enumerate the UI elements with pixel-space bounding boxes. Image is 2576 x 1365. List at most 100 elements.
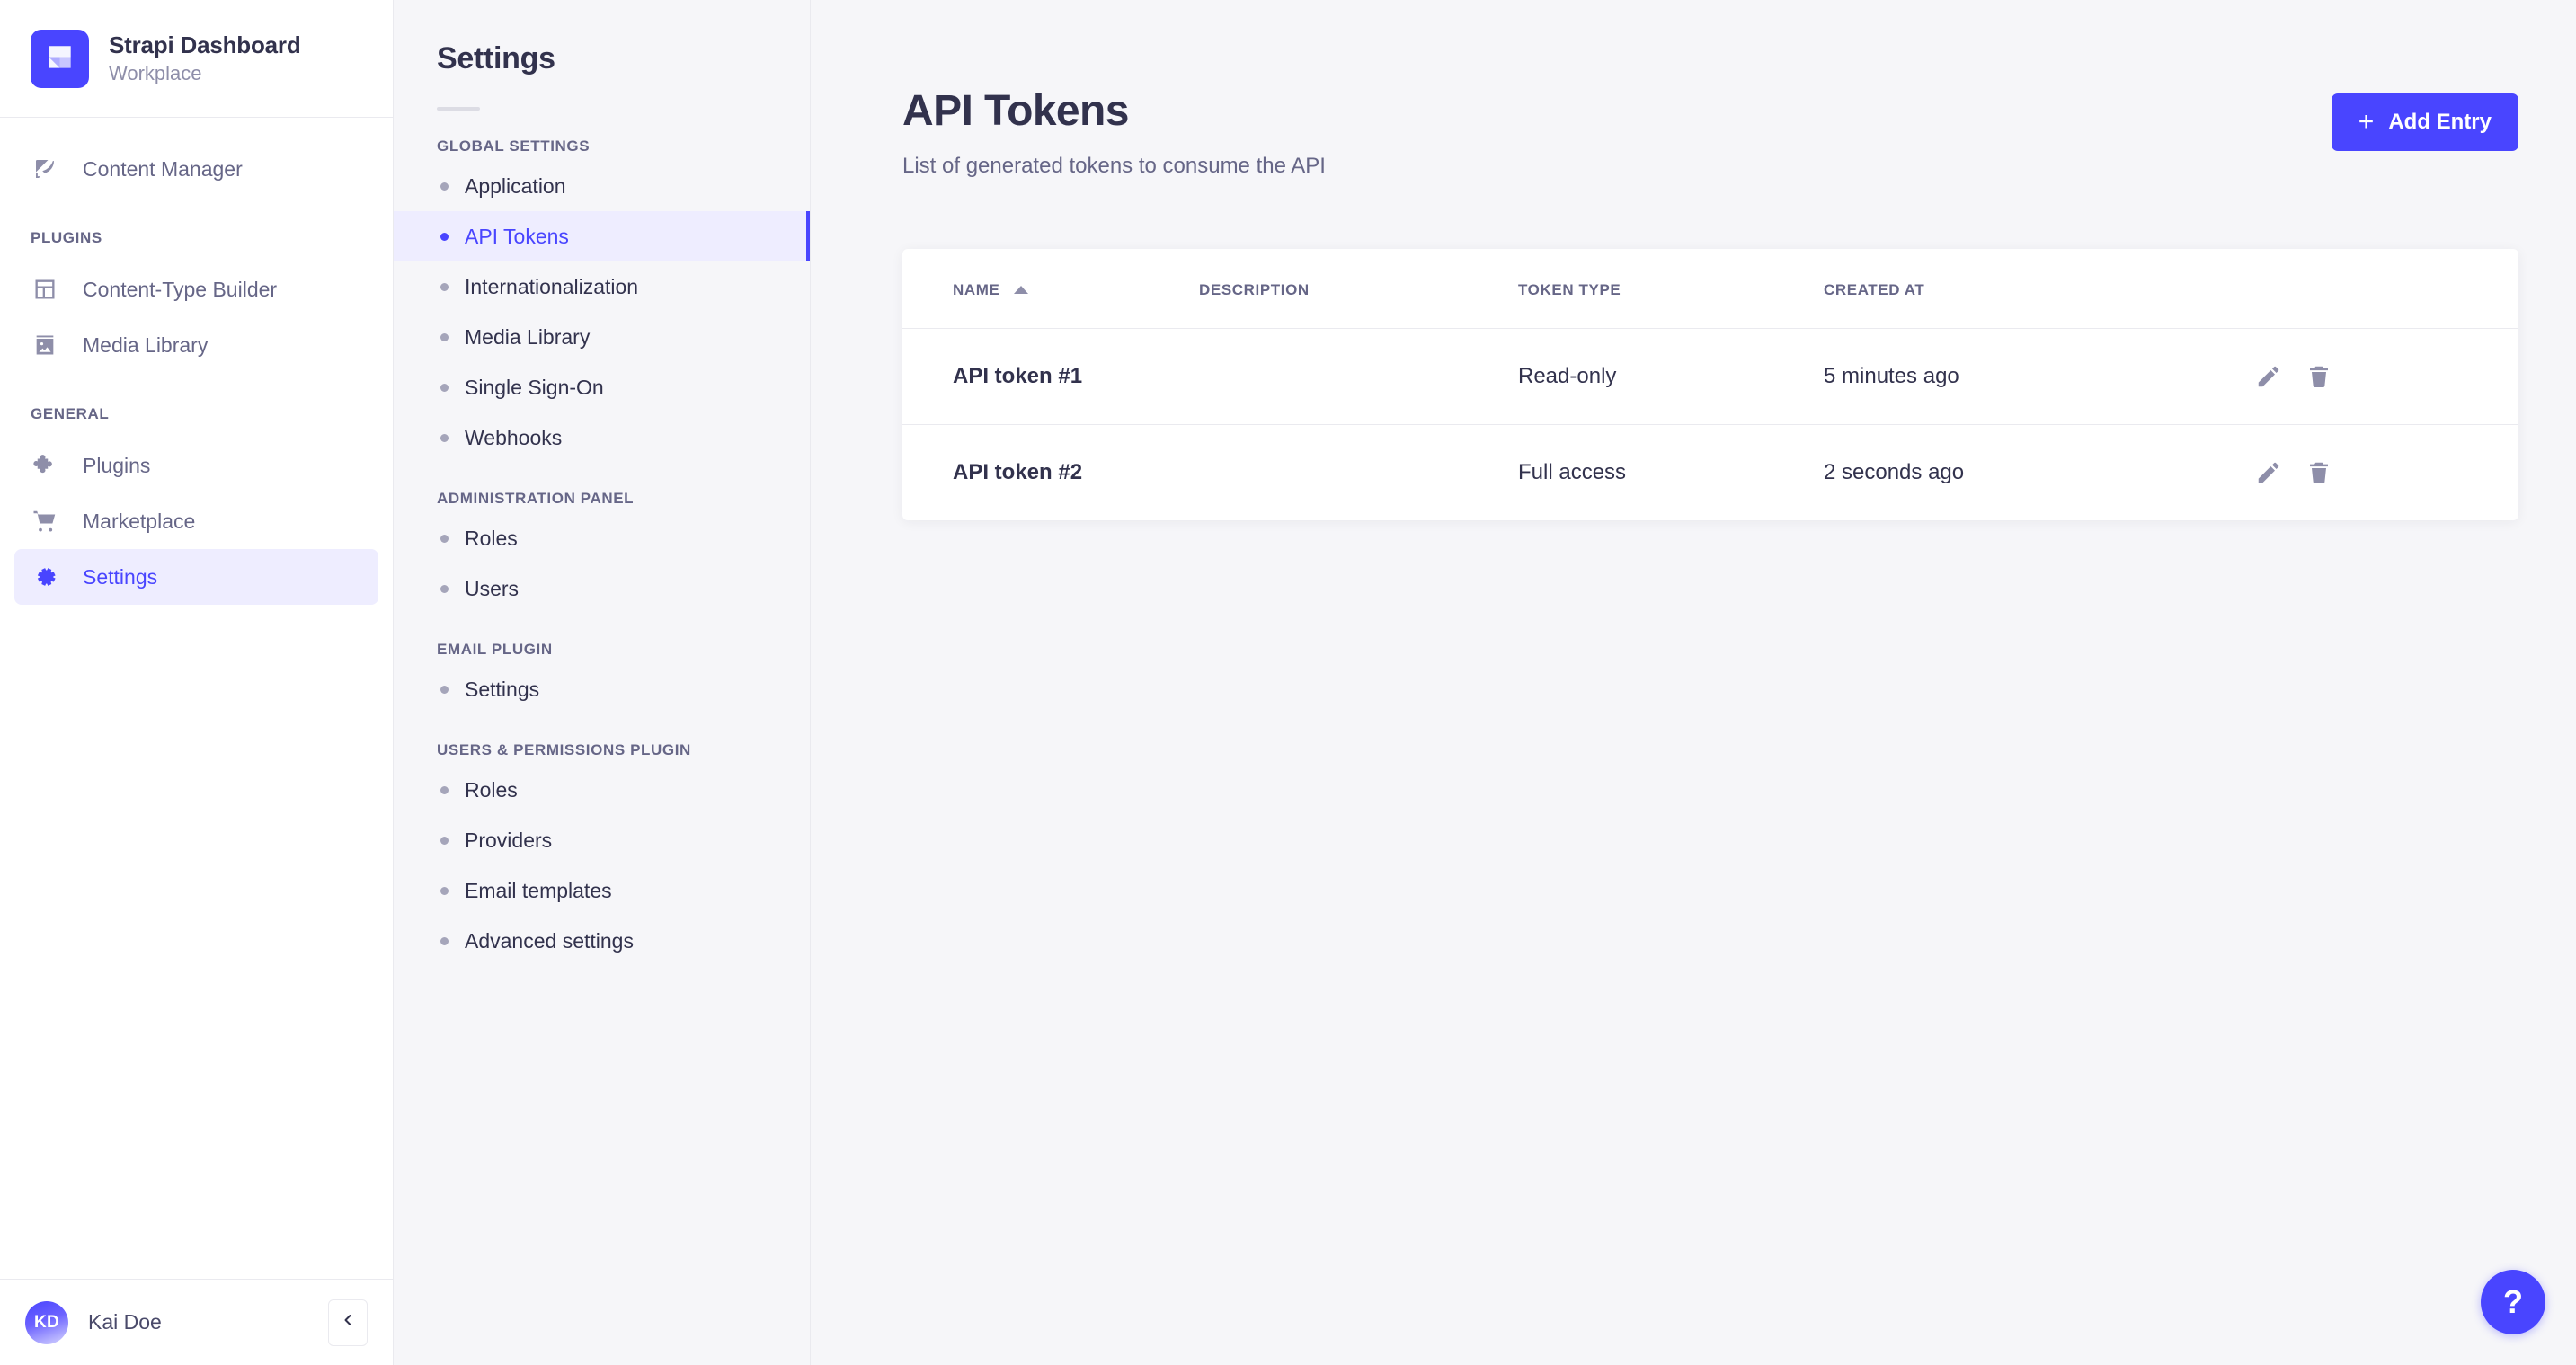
settings-header: Settings [394,0,810,111]
bullet-icon [440,584,449,593]
settings-link-label: Users [465,576,520,600]
question-mark-icon: ? [2503,1283,2523,1320]
settings-subnav: Settings GLOBAL SETTINGS Application API… [394,0,811,1365]
help-button[interactable]: ? [2481,1270,2545,1334]
settings-link-admin-users[interactable]: Users [394,563,810,614]
puzzle-icon [31,451,59,480]
settings-divider [437,107,480,111]
settings-link-api-tokens[interactable]: API Tokens [394,211,810,261]
settings-link-label: Advanced settings [465,928,634,953]
settings-group-title: ADMINISTRATION PANEL [437,490,635,507]
settings-link-webhooks[interactable]: Webhooks [394,412,810,463]
settings-link-single-sign-on[interactable]: Single Sign-On [394,362,810,412]
sidebar-item-content-manager[interactable]: Content Manager [14,141,378,197]
api-tokens-table-card: NAME DESCRIPTION TOKEN TYPE CREATED AT A… [902,248,2518,520]
settings-link-label: Application [465,173,566,198]
settings-link-label: API Tokens [465,224,569,248]
trash-icon[interactable] [2305,363,2332,390]
settings-group-administration: ADMINISTRATION PANEL Roles Users [394,490,810,614]
page-subtitle: List of generated tokens to consume the … [902,153,1326,178]
settings-link-advanced-settings[interactable]: Advanced settings [394,916,810,966]
pencil-icon[interactable] [2255,363,2282,390]
column-header-label: NAME [953,280,1000,298]
bullet-icon [440,383,449,392]
add-entry-label: Add Entry [2388,110,2492,134]
cell-description [1199,328,1518,425]
trash-icon[interactable] [2305,459,2332,486]
sidebar-item-marketplace[interactable]: Marketplace [14,493,378,549]
settings-group-users-permissions: USERS & PERMISSIONS PLUGIN Roles Provide… [394,741,810,966]
sidebar-item-label: Content-Type Builder [83,277,278,301]
sidebar-item-media-library[interactable]: Media Library [14,317,378,373]
settings-link-label: Email templates [465,878,612,902]
cell-created-at: 5 minutes ago [1824,328,2255,425]
settings-link-up-roles[interactable]: Roles [394,765,810,815]
bullet-icon [440,936,449,945]
settings-group-title: EMAIL PLUGIN [437,641,553,658]
settings-link-media-library[interactable]: Media Library [394,312,810,362]
bullet-icon [440,282,449,291]
column-header-description[interactable]: DESCRIPTION [1199,248,1518,329]
brand-header[interactable]: Strapi Dashboard Workplace [0,0,393,118]
image-icon [31,331,59,359]
sidebar-section-general: GENERAL [31,405,110,422]
avatar[interactable]: KD [25,1300,68,1344]
strapi-logo-icon [31,29,89,88]
settings-link-internationalization[interactable]: Internationalization [394,261,810,312]
table-row[interactable]: API token #1 Read-only 5 minutes ago [902,328,2518,425]
pencil-icon[interactable] [2255,459,2282,486]
settings-link-label: Media Library [465,324,591,349]
sidebar-item-label: Settings [83,564,158,589]
settings-group-email-plugin: EMAIL PLUGIN Settings [394,641,810,714]
layout-icon [31,275,59,304]
cell-description [1199,424,1518,520]
sidebar-user-bar: KD Kai Doe [0,1279,393,1365]
sidebar-item-label: Media Library [83,332,209,357]
settings-link-email-settings[interactable]: Settings [394,664,810,714]
settings-link-application[interactable]: Application [394,161,810,211]
sidebar-item-content-type-builder[interactable]: Content-Type Builder [14,261,378,317]
bullet-icon [440,232,449,241]
table-row[interactable]: API token #2 Full access 2 seconds ago [902,424,2518,520]
sidebar-item-plugins[interactable]: Plugins [14,438,378,493]
bullet-icon [440,886,449,895]
settings-link-email-templates[interactable]: Email templates [394,865,810,916]
sidebar-item-label: Content Manager [83,156,243,181]
cell-token-type: Read-only [1518,328,1824,425]
table-body: API token #1 Read-only 5 minutes ago [902,328,2518,520]
sidebar-item-label: Plugins [83,453,151,477]
bullet-icon [440,332,449,341]
table-head: NAME DESCRIPTION TOKEN TYPE CREATED AT [902,248,2518,329]
bullet-icon [440,182,449,191]
settings-group-title: GLOBAL SETTINGS [437,137,591,155]
caret-up-icon[interactable] [1014,286,1029,295]
sidebar-item-settings[interactable]: Settings [14,549,378,605]
cell-name: API token #1 [902,328,1199,425]
api-tokens-table: NAME DESCRIPTION TOKEN TYPE CREATED AT A… [902,248,2518,520]
cell-token-type: Full access [1518,459,1627,484]
feather-icon [31,155,59,183]
column-header-created-at[interactable]: CREATED AT [1824,248,2255,329]
column-header-token-type[interactable]: TOKEN TYPE [1518,248,1824,329]
page-header: API Tokens List of generated tokens to c… [811,0,2576,179]
column-header-name[interactable]: NAME [902,248,1199,329]
settings-link-providers[interactable]: Providers [394,815,810,865]
table-header-row: NAME DESCRIPTION TOKEN TYPE CREATED AT [902,248,2518,329]
settings-link-label: Providers [465,828,553,852]
brand-title: Strapi Dashboard [109,31,301,58]
settings-link-label: Settings [465,677,540,701]
sidebar-collapse-button[interactable] [328,1299,368,1346]
settings-group-global: GLOBAL SETTINGS Application API Tokens I… [394,137,810,463]
bullet-icon [440,836,449,845]
column-header-actions [2255,248,2518,329]
main-content: API Tokens List of generated tokens to c… [811,0,2576,1365]
add-entry-button[interactable]: + Add Entry [2331,93,2518,151]
sidebar-item-label: Marketplace [83,509,196,533]
settings-link-label: Single Sign-On [465,375,604,399]
settings-link-label: Roles [465,777,518,802]
bullet-icon [440,433,449,442]
cell-created-at: 2 seconds ago [1824,459,1965,484]
settings-title: Settings [437,41,555,75]
cell-name: API token #2 [953,459,1083,484]
settings-link-admin-roles[interactable]: Roles [394,513,810,563]
